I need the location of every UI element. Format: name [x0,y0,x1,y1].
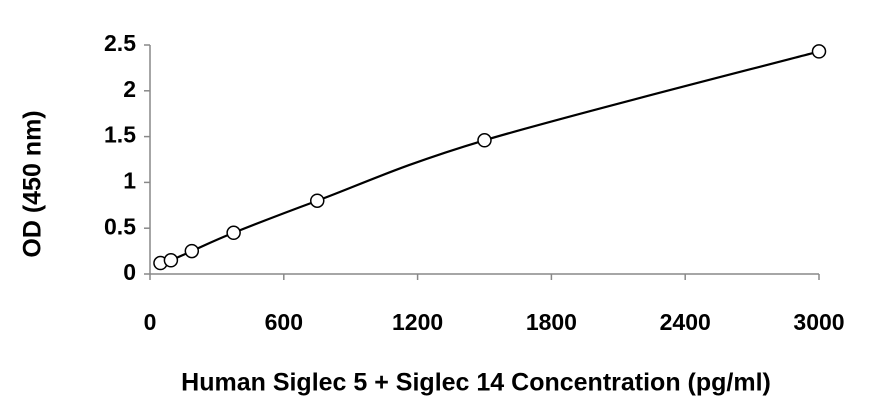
y-tick-label: 1 [123,167,136,193]
x-tick-label: 2400 [660,309,711,335]
x-tick-label: 1800 [526,309,577,335]
data-point [226,225,241,241]
x-tick-label: 3000 [793,309,844,335]
data-point [163,253,179,268]
y-tick-label: 2.5 [104,30,136,56]
data-point [310,193,325,208]
y-tick-label: 2 [123,76,136,102]
y-tick-label: 1.5 [104,122,136,148]
data-point [811,44,827,59]
x-tick-label: 1200 [392,309,443,335]
x-axis-title: Human Siglec 5 + Siglec 14 Concentration… [181,369,771,397]
data-point [477,133,492,148]
x-tick-label: 600 [265,309,303,335]
y-axis-title: OD (450 nm) [19,110,47,257]
fit-curve [160,50,820,265]
x-tick-label: 0 [144,309,157,335]
y-tick-label: 0.5 [104,213,136,239]
data-point [184,243,200,259]
y-tick-label: 0 [123,259,136,285]
